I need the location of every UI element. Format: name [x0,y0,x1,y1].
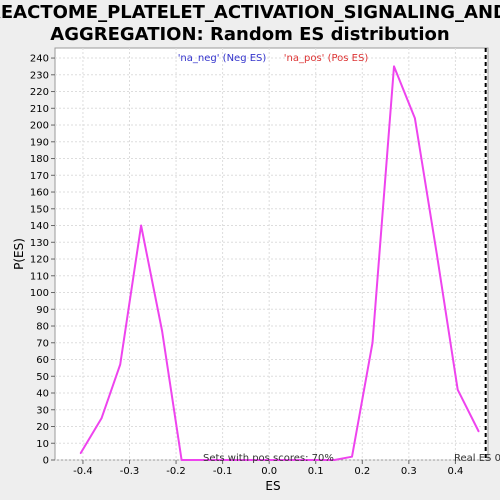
y-tick-label: 80 [36,322,49,333]
y-tick-label: 210 [30,104,49,115]
legend-pos: 'na_pos' (Pos ES) [284,53,369,64]
data-point [393,65,395,68]
y-tick-label: 190 [30,137,49,148]
data-point [371,342,374,344]
x-tick-label: 0.2 [354,466,370,477]
chart-title-line-2: AGGREGATION: Random ES distribution [50,24,449,45]
grid-lines [55,48,488,461]
y-tick-label: 150 [30,204,49,215]
x-tick-label: 0.0 [261,466,277,477]
y-tick-label: 130 [30,238,49,249]
y-tick-label: 230 [30,70,49,81]
y-tick-label: 180 [30,154,49,165]
plot-area [54,47,489,461]
y-tick-label: 120 [30,255,49,266]
data-point [333,459,336,461]
reference-line-label: Real ES 0 [454,453,500,464]
data-point [291,459,294,461]
data-point [268,459,271,461]
x-tick-label: -0.1 [213,466,233,477]
y-tick-label: 40 [36,389,49,400]
legend-neg: 'na_neg' (Neg ES) [178,53,267,64]
data-point [436,253,438,255]
series-group [79,65,480,461]
y-tick-label: 10 [36,439,49,450]
data-point [414,117,416,120]
data-point [79,452,82,455]
data-point [119,363,121,366]
x-tick-label: 0.1 [308,466,324,477]
data-point [100,417,103,419]
chart-title-line-1: REACTOME_PLATELET_ACTIVATION_SIGNALING_A… [0,2,500,23]
y-tick-label: 0 [43,456,49,467]
x-tick-label: -0.2 [166,466,186,477]
data-point [161,330,163,332]
y-tick-label: 110 [30,271,49,282]
y-axis-ticks: 0 10 20 30 40 50 60 70 80 90 100 110 120 130 140 150 160… [30,54,55,467]
x-tick-label: 0.3 [401,466,417,477]
y-tick-label: 100 [30,288,49,299]
data-point [140,224,142,227]
x-tick-label: -0.4 [73,466,93,477]
y-tick-label: 50 [36,372,49,383]
y-tick-label: 30 [36,405,49,416]
x-tick-label: 0.4 [447,466,463,477]
data-point [245,459,247,461]
y-axis-label: P(ES) [12,238,26,270]
y-tick-label: 90 [36,305,49,316]
series-line [79,65,480,461]
data-point [180,459,183,461]
y-tick-label: 20 [36,422,49,433]
x-axis-label: ES [265,479,280,493]
y-tick-label: 70 [36,338,49,349]
y-tick-label: 160 [30,188,49,199]
y-tick-label: 200 [30,121,49,132]
y-tick-label: 170 [30,171,49,182]
y-tick-label: 240 [30,54,49,65]
data-point [456,388,459,391]
y-tick-label: 220 [30,87,49,98]
data-point [221,459,224,461]
x-tick-label: -0.3 [120,466,140,477]
y-tick-label: 60 [36,355,49,366]
data-point [314,459,317,461]
annotation-pos-scores: Sets with pos scores: 70% [203,453,334,464]
data-point [203,459,205,461]
data-point [477,430,480,433]
data-point [351,455,353,458]
y-tick-label: 140 [30,221,49,232]
